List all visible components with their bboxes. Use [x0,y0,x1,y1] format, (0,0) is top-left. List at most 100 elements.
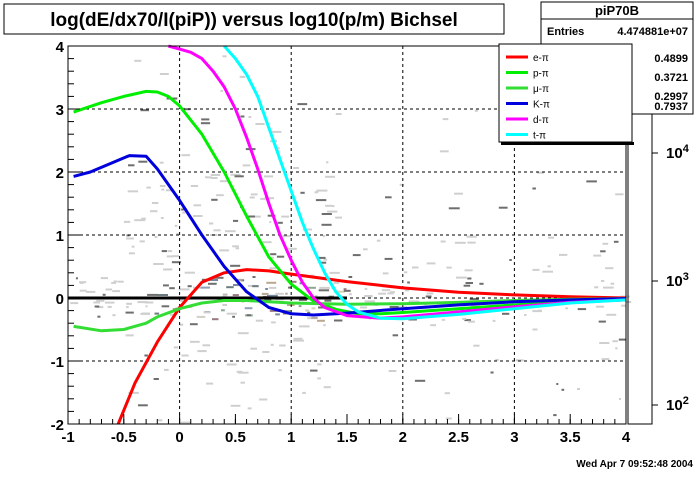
y-tick-label: 1 [56,228,64,245]
stats-entries-value: 4.474881e+07 [617,26,688,38]
x-tick-label: 0 [175,429,183,446]
heatmap-cell [263,175,274,178]
series-line-2 [73,297,627,333]
heatmap-cell [157,294,168,296]
heatmap-cell [221,309,225,312]
heatmap-cell [281,215,289,218]
heatmap-cell [232,315,235,318]
heatmap-cell [612,340,618,343]
heatmap-cell [298,305,302,308]
heatmap-cell [317,363,322,366]
heatmap-cell [318,289,330,292]
heatmap-cell [277,147,280,150]
heatmap-cell [169,313,176,316]
heatmap-cell [492,319,496,322]
heatmap-cell [230,404,241,407]
heatmap-cell [479,282,484,285]
heatmap-cell [187,285,192,288]
x-tick-label: 2.5 [448,429,469,446]
palette-tick-label: 104 [666,143,690,162]
legend-label-2: μ-π [533,84,549,95]
heatmap-cell [113,280,118,283]
heatmap-cell [163,268,171,271]
heatmap-cell [250,215,261,218]
footer-timestamp: Wed Apr 7 09:52:48 2004 [576,459,693,470]
heatmap-cell [446,266,452,269]
heatmap-cell [180,421,191,424]
palette-tick-label: 102 [666,395,689,414]
heatmap-cell [288,286,292,289]
heatmap-cell [599,342,610,344]
heatmap-cell [167,250,173,253]
heatmap-cell [181,154,191,157]
heatmap-cell [211,198,218,201]
heatmap-cell [138,404,148,407]
heatmap-cell [270,253,277,256]
heatmap-cell [397,306,408,309]
heatmap-cell [255,319,264,322]
heatmap-cell [278,369,282,372]
heatmap-cell [230,173,241,176]
heatmap-cell [238,371,249,374]
heatmap-cell [261,241,272,244]
x-tick-label: 3 [510,429,518,446]
heatmap-cell [360,306,367,309]
heatmap-cell [134,59,142,62]
heatmap-cell [246,215,255,218]
heatmap-cell [298,325,310,328]
heatmap-cell [445,417,452,420]
y-tick-label: -1 [51,354,64,371]
heatmap-cell [615,193,624,196]
heatmap-cell [532,310,542,313]
heatmap-cell [179,323,184,326]
heatmap-cell [213,276,224,279]
heatmap-cell [465,282,473,284]
heatmap-cell [259,398,268,401]
heatmap-cell [329,271,340,274]
heatmap-cell [343,288,347,291]
x-tick-label: -1 [61,429,74,446]
heatmap-cell [222,294,227,297]
heatmap-cell [182,108,191,111]
x-tick-label: 2 [399,429,407,446]
heatmap-cell [412,266,419,269]
heatmap-cell [323,386,331,389]
heatmap-cell [246,314,251,317]
heatmap-cell [163,284,169,287]
heatmap-cell [577,388,580,390]
heatmap-cell [128,164,135,167]
heatmap-cell [382,272,389,275]
heatmap-cell [212,318,219,321]
heatmap-cell [299,282,303,285]
heatmap-cell [596,305,604,308]
legend-label-0: e-π [533,53,549,64]
heatmap-cell [270,343,274,346]
heatmap-cell [252,285,259,288]
heatmap-cell [307,286,316,289]
heatmap-cell [466,235,477,238]
heatmap-cell [232,245,239,248]
heatmap-cell [200,316,203,318]
heatmap-cell [262,351,270,353]
heatmap-cell [268,286,277,289]
heatmap-cell [264,197,274,200]
heatmap-cell [267,214,276,217]
palette-frame [627,113,653,425]
heatmap-cell [348,276,353,278]
heatmap-cell [298,298,307,301]
heatmap-cell [286,247,297,250]
heatmap-cell [594,286,599,289]
heatmap-cell [389,306,399,308]
heatmap-cell [598,320,606,323]
heatmap-cell [220,90,223,92]
stats-entries-label: Entries [547,26,584,38]
heatmap-cell [532,268,540,271]
heatmap-cell [561,388,565,391]
heatmap-cell [166,255,174,258]
heatmap-cell [200,122,211,125]
heatmap-cell [467,277,472,280]
heatmap-cell [173,346,179,349]
heatmap-cell [160,217,164,219]
legend-label-5: t-π [533,131,546,142]
